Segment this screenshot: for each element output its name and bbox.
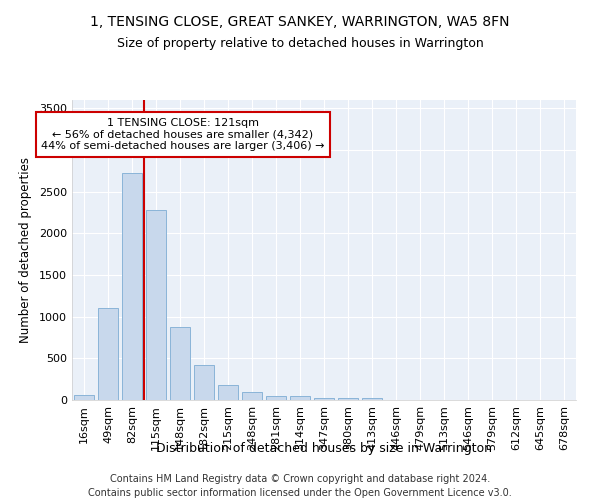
Bar xyxy=(170,326,190,400)
Bar xyxy=(290,396,310,400)
Bar xyxy=(338,398,358,400)
Text: Contains HM Land Registry data © Crown copyright and database right 2024.
Contai: Contains HM Land Registry data © Crown c… xyxy=(88,474,512,498)
Text: Size of property relative to detached houses in Warrington: Size of property relative to detached ho… xyxy=(116,38,484,51)
Bar xyxy=(98,308,118,400)
Bar xyxy=(218,385,238,400)
Bar xyxy=(242,392,262,400)
Text: 1 TENSING CLOSE: 121sqm
← 56% of detached houses are smaller (4,342)
44% of semi: 1 TENSING CLOSE: 121sqm ← 56% of detache… xyxy=(41,118,325,151)
Bar xyxy=(122,174,142,400)
Bar xyxy=(194,365,214,400)
Bar xyxy=(314,398,334,400)
Text: 1, TENSING CLOSE, GREAT SANKEY, WARRINGTON, WA5 8FN: 1, TENSING CLOSE, GREAT SANKEY, WARRINGT… xyxy=(90,15,510,29)
Y-axis label: Number of detached properties: Number of detached properties xyxy=(19,157,32,343)
Bar xyxy=(266,396,286,400)
Bar xyxy=(362,398,382,400)
Bar xyxy=(74,396,94,400)
Bar xyxy=(146,210,166,400)
Text: Distribution of detached houses by size in Warrington: Distribution of detached houses by size … xyxy=(156,442,492,455)
